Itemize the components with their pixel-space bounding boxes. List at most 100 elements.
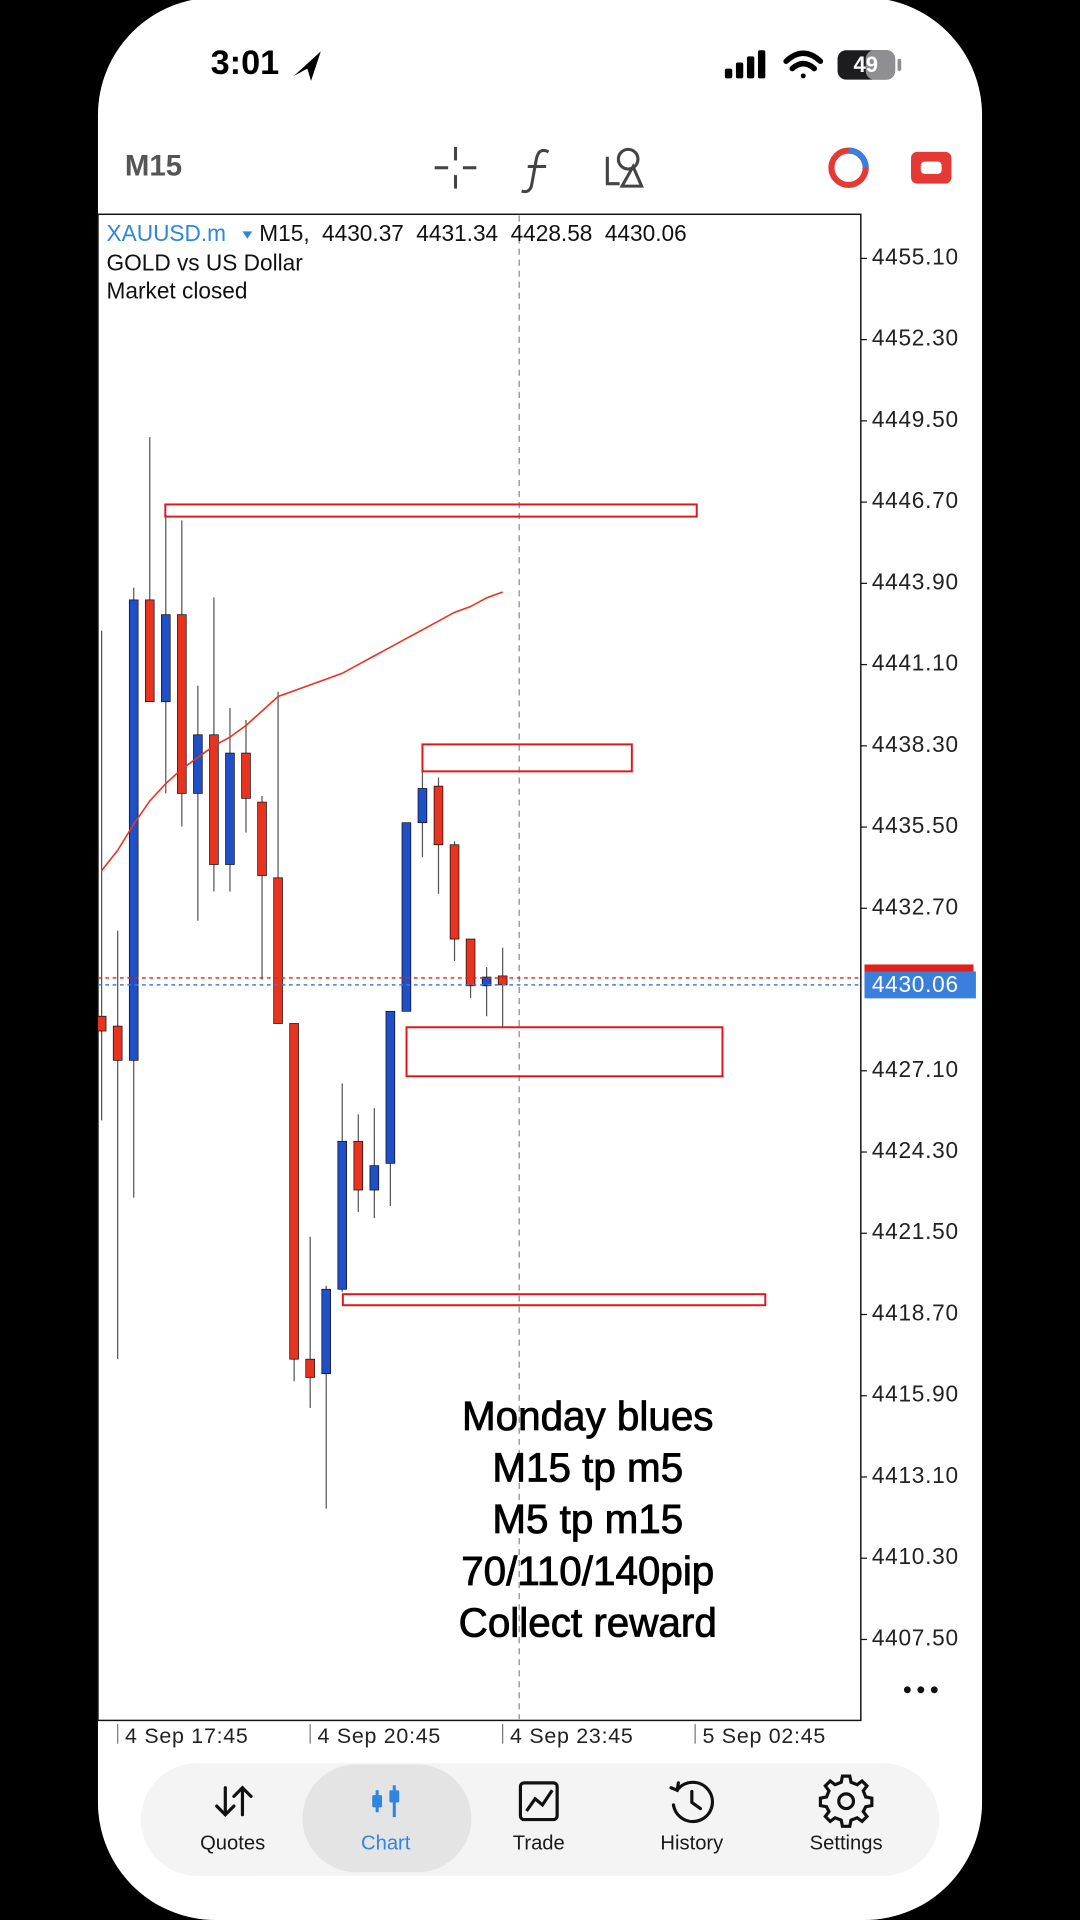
- y-tick-label: 4438.30: [872, 731, 959, 757]
- y-tick-label: 4449.50: [872, 406, 959, 432]
- quotes-icon: [215, 1785, 253, 1817]
- candle-body: [193, 734, 203, 794]
- price-zone: [421, 743, 633, 773]
- candle-body: [401, 822, 412, 1012]
- y-tick-label: 4427.10: [872, 1056, 959, 1082]
- candle-body: [417, 788, 428, 824]
- candle-body: [273, 877, 283, 1024]
- chart-icon-body: [372, 1795, 383, 1808]
- candle-body: [449, 844, 460, 940]
- y-tick-label: 4407.50: [872, 1624, 959, 1650]
- active-tab-highlight: [302, 1764, 472, 1873]
- plot-area: [97, 437, 861, 1509]
- caption-line: M15 tp m5: [492, 1445, 683, 1491]
- trade-button[interactable]: [911, 151, 952, 184]
- chart-frame: [97, 213, 862, 1722]
- y-tick-label: 4446.70: [872, 487, 959, 513]
- y-tick-label: 4424.30: [872, 1137, 959, 1163]
- location-icon: [293, 51, 321, 81]
- candle-body: [257, 801, 267, 876]
- y-tick-label: 4410.30: [872, 1543, 959, 1569]
- y-tick-label: 4421.50: [872, 1218, 959, 1244]
- symbol[interactable]: XAUUSD.m: [107, 220, 227, 246]
- y-tick-label: 4435.50: [872, 812, 959, 838]
- caption: Monday blues M15 tp m5 M5 tp m15 70/110/140…: [458, 1392, 717, 1646]
- low-value: 4428.58: [511, 220, 593, 246]
- battery-cap: [897, 58, 902, 72]
- x-tick-label: 4 Sep 20:45: [318, 1724, 442, 1748]
- bid-label-bg: [864, 971, 976, 999]
- y-tick-label: 4432.70: [872, 893, 959, 919]
- candle-body: [289, 1023, 299, 1360]
- y-tick-label: 4452.30: [872, 325, 959, 351]
- market-status: Market closed: [107, 278, 248, 304]
- chart-icon: [372, 1785, 400, 1818]
- candle-body: [225, 752, 235, 865]
- high-value: 4431.34: [416, 220, 498, 246]
- tab-label[interactable]: Chart: [361, 1832, 411, 1854]
- tab-label[interactable]: Quotes: [200, 1832, 265, 1854]
- candle-body: [305, 1358, 315, 1378]
- y-tick-label: 4455.10: [872, 243, 959, 269]
- objects-button[interactable]: [605, 147, 644, 188]
- bid-label: 4430.06: [872, 971, 959, 997]
- y-tick-label: 4415.90: [872, 1381, 959, 1407]
- signal-icon: [724, 50, 766, 79]
- wifi-icon: [783, 50, 824, 79]
- open-value: 4430.37: [322, 220, 404, 246]
- candle-body: [209, 734, 219, 865]
- chart-icon-body: [389, 1790, 400, 1803]
- candle-body: [321, 1288, 331, 1375]
- candle-body: [177, 614, 187, 794]
- x-tick-label: 4 Sep 23:45: [510, 1724, 634, 1748]
- candle-body: [337, 1140, 348, 1290]
- candle-body: [369, 1165, 380, 1191]
- indicators-button[interactable]: [521, 148, 550, 194]
- x-tick-label: 5 Sep 02:45: [702, 1724, 826, 1748]
- description: GOLD vs US Dollar: [107, 249, 304, 275]
- period: M15,: [259, 220, 309, 246]
- crosshair-button[interactable]: [434, 146, 477, 189]
- history-icon: [669, 1780, 714, 1824]
- y-tick-label: 4441.10: [872, 650, 959, 676]
- price-axis: 4455.10 4452.30 4449.50 4446.70 4443.90 4441.…: [860, 243, 976, 1650]
- price-zone: [164, 503, 698, 518]
- price-zone: [341, 1293, 767, 1307]
- y-tick-label: 4418.70: [872, 1299, 959, 1325]
- battery-level: 49: [853, 52, 878, 77]
- caption-line: 70/110/140pip: [461, 1548, 714, 1594]
- clock: 3:01: [211, 44, 280, 82]
- chart-header: XAUUSD.m M15, 4430.37 4431.34 4428.58 44…: [107, 220, 687, 246]
- more-button[interactable]: [903, 1686, 938, 1694]
- caption-line: Collect reward: [459, 1600, 717, 1646]
- account-button[interactable]: [828, 147, 869, 188]
- tab-label[interactable]: Trade: [513, 1832, 565, 1854]
- caption-line: Monday blues: [462, 1393, 713, 1439]
- candle-body: [112, 1025, 123, 1061]
- tab-label[interactable]: Settings: [810, 1832, 883, 1854]
- y-tick-label: 4413.10: [872, 1462, 959, 1488]
- battery-empty: [865, 50, 896, 80]
- candle-body: [481, 976, 492, 987]
- candle-body: [97, 1015, 107, 1032]
- candle-body: [241, 752, 251, 799]
- caption-line: M5 tp m15: [492, 1496, 683, 1542]
- symbol-dropdown[interactable]: [242, 231, 253, 239]
- candle-body: [385, 1010, 396, 1164]
- moving-average: [101, 591, 503, 872]
- tab-label[interactable]: History: [660, 1832, 724, 1854]
- candle-body: [465, 938, 476, 987]
- price-zone: [405, 1026, 724, 1078]
- x-tick-label: 4 Sep 17:45: [125, 1724, 249, 1748]
- settings-icon: [818, 1774, 874, 1828]
- candle-body: [144, 599, 155, 703]
- timeframe-button[interactable]: M15: [125, 150, 182, 183]
- close-value: 4430.06: [605, 220, 687, 246]
- candle-body: [161, 614, 171, 703]
- candle-body: [353, 1140, 364, 1191]
- candle-body: [433, 785, 444, 846]
- y-tick-label: 4443.90: [872, 568, 959, 594]
- trade-icon: [518, 1781, 559, 1822]
